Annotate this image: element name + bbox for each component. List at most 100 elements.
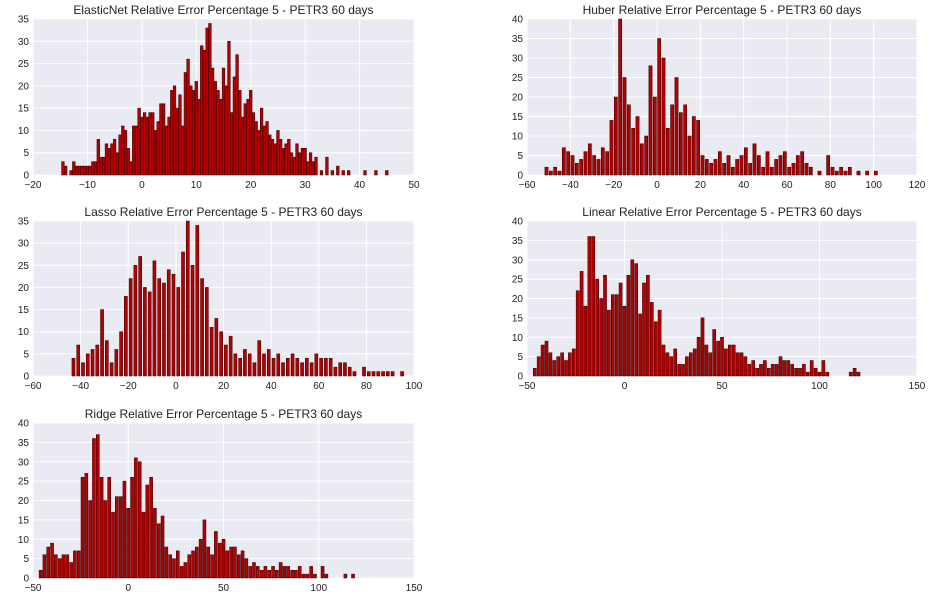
histogram-bar [618, 18, 623, 176]
histogram-bar [129, 161, 133, 176]
histogram-bar [575, 290, 580, 377]
y-tick-label: 30 [18, 37, 30, 48]
y-tick-label: 10 [18, 126, 30, 137]
histogram-bar [653, 321, 658, 377]
histogram-bar [208, 23, 212, 176]
histogram-bar [217, 542, 222, 579]
histogram-bar [314, 156, 318, 176]
histogram-bar [80, 477, 85, 579]
histogram-bar [123, 130, 128, 176]
histogram-bar [328, 358, 333, 377]
histogram-bar [138, 256, 142, 377]
histogram-bar [230, 112, 234, 176]
histogram-bar [557, 170, 562, 176]
y-tick-label: 25 [18, 477, 30, 488]
y-tick-label: 25 [512, 73, 524, 84]
histogram-bar [198, 539, 203, 579]
y-tick-label: 25 [18, 261, 30, 272]
histogram-bar [730, 166, 735, 176]
histogram-bar [778, 356, 783, 377]
histogram-bar [770, 364, 775, 377]
histogram-bar [81, 362, 85, 377]
histogram-bar [300, 148, 305, 176]
histogram-bar [50, 542, 54, 579]
histogram-bar [600, 147, 605, 176]
x-tick-label: −20 [25, 180, 42, 191]
histogram-bar [297, 566, 302, 579]
histogram-bar [313, 573, 317, 579]
histogram-bar [132, 125, 136, 176]
histogram-bar [751, 360, 756, 377]
histogram-bar [114, 349, 119, 377]
histogram-bar [92, 438, 96, 579]
histogram-bar [787, 166, 792, 176]
histogram-bar [171, 273, 176, 377]
histogram-bar [254, 121, 258, 176]
histogram-bar [587, 143, 592, 176]
histogram-bar [336, 165, 340, 176]
histogram-bar [652, 96, 657, 176]
histogram-bar [147, 291, 152, 377]
histogram-bar [228, 335, 233, 377]
y-tick-label: 35 [18, 438, 30, 449]
histogram-bar [631, 127, 636, 176]
x-tick-label: 50 [408, 180, 420, 191]
histogram-bar [200, 278, 204, 377]
histogram-bar [713, 159, 718, 176]
histogram-bar [263, 566, 268, 579]
histogram-bar [266, 349, 271, 377]
histogram-bar [607, 309, 611, 377]
histogram-bar [782, 360, 787, 377]
histogram-bar [642, 282, 646, 377]
histogram-bar [286, 358, 290, 377]
histogram-bar [726, 155, 731, 176]
histogram-bar [141, 511, 146, 579]
histogram-bar [99, 477, 104, 579]
histogram-bar [287, 139, 291, 176]
histogram-bar [376, 371, 381, 377]
lasso-chart-title: Lasso Relative Error Percentage 5 - PETR… [84, 205, 362, 219]
histogram-bar [262, 125, 266, 176]
histogram-bar [761, 166, 766, 176]
histogram-bar [189, 85, 193, 176]
histogram-bar [305, 573, 310, 579]
histogram-bar [324, 358, 328, 377]
histogram-bar [324, 573, 329, 579]
histogram-bar [657, 309, 662, 377]
histogram-bar [532, 368, 537, 377]
histogram-bar [168, 554, 172, 579]
x-tick-label: 30 [300, 180, 312, 191]
histogram-bar [104, 143, 109, 176]
histogram-bar [843, 170, 848, 176]
histogram-bar [305, 358, 309, 377]
histogram-bar [295, 143, 299, 176]
y-tick-label: 5 [517, 151, 523, 162]
y-tick-label: 15 [18, 515, 30, 526]
histogram-bar [661, 57, 666, 176]
histogram-bar [610, 294, 615, 377]
histogram-bar [704, 344, 709, 377]
histogram-bar [338, 362, 342, 377]
histogram-bar [540, 344, 545, 377]
x-tick-label: 0 [125, 583, 131, 594]
x-tick-label: 100 [811, 381, 828, 392]
histogram-bar [343, 573, 348, 579]
histogram-bar [856, 371, 861, 377]
y-tick-label: 20 [18, 283, 30, 294]
histogram-bar [583, 306, 588, 377]
histogram-bar [128, 278, 133, 377]
histogram-bar [308, 152, 313, 176]
y-tick-label: 35 [18, 217, 30, 228]
x-tick-label: 100 [310, 583, 327, 594]
histogram-bar [790, 364, 795, 377]
y-tick-label: 0 [517, 372, 523, 383]
histogram-bar [661, 344, 666, 377]
histogram-bar [665, 127, 670, 176]
histogram-bar [124, 296, 128, 377]
histogram-bar [657, 38, 662, 176]
histogram-bar [685, 356, 689, 377]
histogram-bar [386, 371, 390, 377]
histogram-bar [635, 116, 640, 176]
histogram-bar [183, 72, 188, 176]
